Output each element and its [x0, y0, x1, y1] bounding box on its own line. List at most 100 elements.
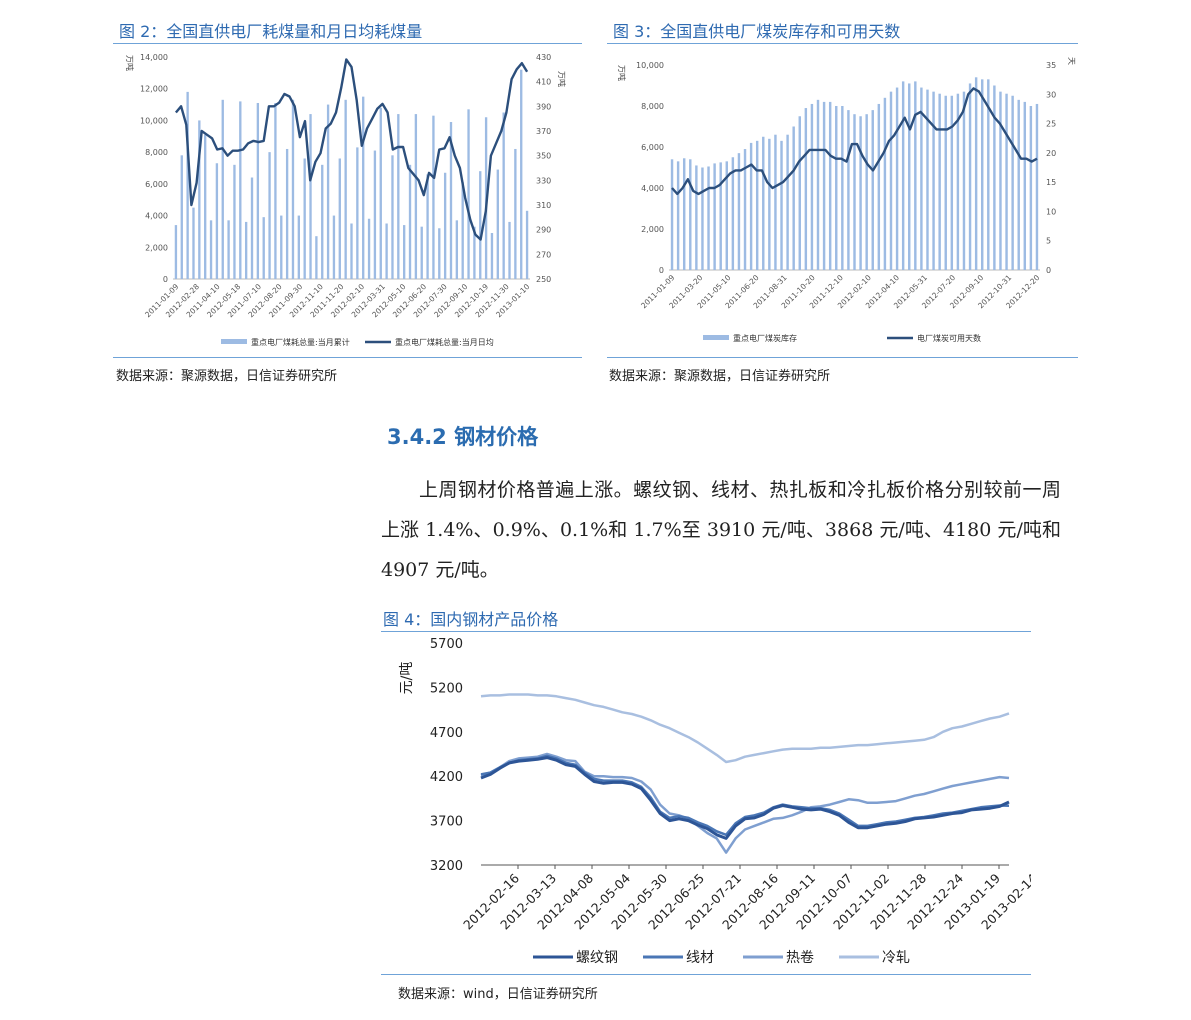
bar [682, 158, 686, 270]
bar [385, 223, 388, 279]
bar [303, 158, 306, 279]
y-right-tick-label: 35 [1046, 61, 1056, 70]
bar [713, 163, 716, 270]
bar [707, 166, 710, 270]
bar [438, 228, 441, 279]
bar [285, 148, 289, 279]
bar [356, 147, 359, 279]
figure4-source: 数据来源：wind，日信证券研究所 [398, 987, 598, 1002]
bar [737, 153, 741, 270]
bar [403, 225, 406, 279]
series-line [480, 754, 1010, 837]
bar [804, 108, 808, 270]
y-left-tick-label: 6,000 [641, 143, 664, 152]
bar [350, 223, 353, 279]
bar [895, 87, 899, 270]
bar [877, 103, 881, 270]
y-right-tick-label: 250 [536, 275, 551, 284]
bar [974, 77, 978, 270]
bar [1035, 103, 1039, 270]
y-left-axis-label: 万吨 [125, 55, 135, 71]
bar [762, 136, 765, 270]
bar [326, 104, 330, 279]
bar [889, 91, 893, 271]
bar [449, 122, 453, 279]
bar [502, 112, 505, 279]
bar [914, 81, 917, 271]
bar [1029, 106, 1033, 270]
figure4-top-rule [381, 631, 1031, 632]
y-tick-label: 3200 [430, 859, 463, 874]
y-left-tick-label: 4,000 [145, 212, 168, 221]
bar [786, 134, 789, 270]
figure2-bottom-rule [113, 357, 582, 358]
bar [956, 93, 960, 270]
section-heading: 3.4.2 钢材价格 [387, 425, 539, 449]
legend-line-label: 重点电厂煤耗总量:当月日均 [395, 337, 494, 347]
legend-bar-label: 重点电厂煤耗总量:当月累计 [251, 337, 350, 347]
bar [367, 218, 371, 279]
bar [676, 161, 680, 270]
bar [670, 159, 674, 270]
y-left-tick-label: 10,000 [636, 61, 664, 70]
y-left-tick-label: 0 [659, 266, 664, 275]
bar [816, 99, 820, 270]
y-tick-label: 5200 [430, 681, 463, 696]
bar [871, 110, 874, 270]
y-right-tick-label: 410 [536, 78, 551, 87]
bar [256, 102, 260, 279]
figure3-chart: 0 2,000 4,000 6,000 8,000 10,000 0 5 10 15 20 25 30 3… [617, 57, 1076, 343]
figure4-chart: 320037004200470052005700元/吨2012-02-16201… [399, 637, 1031, 966]
bar [426, 174, 429, 279]
section-paragraph: 上周钢材价格普遍上涨。螺纹钢、线材、热扎板和冷扎板价格分别较前一周上涨 1.4%… [381, 470, 1061, 590]
series-line [671, 87, 1038, 196]
y-right-axis-label: 万吨 [557, 71, 567, 87]
bar [695, 165, 698, 270]
y-right-tick-label: 370 [536, 127, 551, 136]
bar [508, 221, 511, 279]
bar [774, 134, 777, 270]
bar [1023, 101, 1027, 271]
figure3-title: 图 3：全国直供电厂煤炭库存和可用天数 [613, 22, 901, 41]
bar [479, 171, 482, 279]
bar [408, 164, 412, 279]
y-right-tick-label: 270 [536, 250, 551, 259]
bar [962, 91, 966, 271]
bar [920, 87, 923, 270]
bar [743, 149, 747, 270]
bar [932, 91, 935, 271]
bar [828, 101, 832, 271]
figure2-chart: 0 2,000 4,000 6,000 8,000 10,000 12,000 14,000 2… [125, 53, 567, 347]
bar [490, 233, 494, 279]
bar [268, 152, 271, 279]
y-axis-label: 元/吨 [399, 662, 415, 695]
figure2-top-rule [113, 43, 582, 44]
legend-line-label: 电厂煤炭可用天数 [917, 333, 981, 343]
bar [810, 103, 814, 270]
y-right-tick-label: 0 [1046, 266, 1051, 275]
bar [993, 85, 996, 270]
y-left-tick-label: 10,000 [140, 116, 168, 125]
figure3-source: 数据来源：聚源数据，日信证券研究所 [609, 369, 831, 384]
legend-label: 螺纹钢 [576, 950, 618, 966]
y-tick-label: 3700 [430, 815, 463, 830]
bar [525, 210, 529, 279]
bar [414, 114, 418, 279]
y-right-tick-label: 350 [536, 152, 551, 161]
bar [373, 150, 377, 279]
bar [461, 182, 464, 279]
bar [274, 102, 277, 279]
legend-bar-label: 重点电厂煤炭库存 [733, 333, 797, 343]
bar [379, 107, 382, 279]
figure2-source: 数据来源：聚源数据，日信证券研究所 [116, 369, 338, 384]
bar [344, 99, 347, 279]
y-left-tick-label: 2,000 [145, 243, 168, 252]
y-right-tick-label: 390 [536, 102, 551, 111]
legend-label: 冷轧 [882, 950, 910, 966]
bar [496, 169, 499, 279]
bar [192, 207, 195, 279]
bar [701, 167, 704, 270]
y-left-tick-label: 4,000 [641, 184, 664, 193]
y-right-tick-label: 290 [536, 226, 551, 235]
y-left-tick-label: 14,000 [140, 53, 168, 62]
